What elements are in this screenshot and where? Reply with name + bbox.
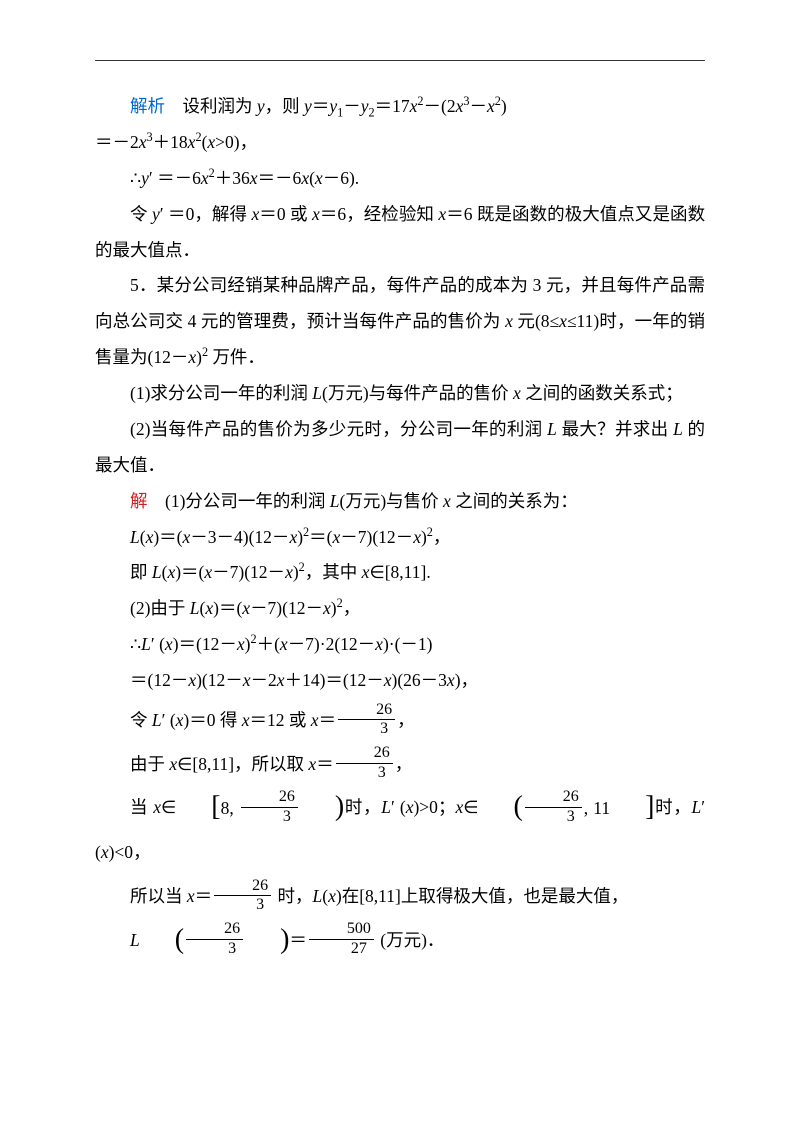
solution-eq-2: 即 L(x)＝(x－7)(12－x)2，其中 x∈[8,11]. (95, 555, 705, 591)
analysis-line-1: 解析 设利润为 y，则 y＝y1－y2＝17x2－(2x3－x2) (95, 89, 705, 125)
fraction-den: 3 (214, 896, 271, 914)
fraction-num: 26 (525, 789, 582, 808)
top-rule (95, 60, 705, 61)
text: 令 L′ (x)＝0 得 x＝12 或 x＝ (130, 710, 336, 730)
fraction-den: 3 (525, 808, 582, 826)
fraction-num: 500 (309, 921, 374, 940)
lbracket-icon: [ (176, 793, 220, 821)
lparen-icon: ( (140, 926, 184, 954)
rparen-icon: ) (300, 793, 344, 821)
fraction-num: 26 (241, 789, 298, 808)
solution-part2-5: 由于 x∈[8,11]，所以取 x＝263， (95, 743, 705, 787)
text: 设利润为 (183, 96, 257, 116)
problem-5: 5．某分公司经销某种品牌产品，每件产品的成本为 3 元，并且每件产品需向总公司交… (95, 268, 705, 376)
solution-part2-2: ∴L′ (x)＝(12－x)2＋(x－7)·2(12－x)·(－1) (95, 627, 705, 663)
solution-part2-3: ＝(12－x)(12－x－2x＋14)＝(12－x)(26－3x)， (95, 663, 705, 699)
solution-result: L(263)＝50027 (万元)． (95, 919, 705, 963)
fraction-26-3: 263 (525, 789, 582, 826)
text: ，则 (265, 96, 304, 116)
fraction-500-27: 50027 (309, 921, 374, 958)
lparen-icon: ( (478, 793, 522, 821)
text: ， (395, 754, 413, 774)
fraction-den: 3 (241, 808, 298, 826)
solution-line-1: 解 (1)分公司一年的利润 L(万元)与售价 x 之间的关系为： (95, 484, 705, 520)
fraction-num: 26 (186, 921, 243, 940)
analysis-line-4: 令 y′ ＝0，解得 x＝0 或 x＝6，经检验知 x＝6 既是函数的极大值点又… (95, 197, 705, 269)
keyword-solve: 解 (130, 491, 148, 511)
fraction-den: 27 (309, 940, 374, 958)
solution-part2-6: 当 x∈[8, 263)时，L′ (x)>0；x∈(263, 11]时，L′ (… (95, 786, 705, 875)
solution-part2-1: (2)由于 L(x)＝(x－7)(12－x)2， (95, 591, 705, 627)
fraction-den: 3 (336, 764, 393, 782)
analysis-line-2: ＝－2x3＋18x2(x>0)， (95, 125, 705, 161)
fraction-26-3: 263 (336, 745, 393, 782)
fraction-26-3: 263 (214, 878, 271, 915)
problem-5-q2: (2)当每件产品的售价为多少元时，分公司一年的利润 L 最大？并求出 L 的最大… (95, 412, 705, 484)
keyword-analysis: 解析 (130, 96, 165, 116)
fraction-26-3: 263 (241, 789, 298, 826)
text: ， (397, 710, 415, 730)
fraction-num: 26 (338, 702, 395, 721)
rparen-icon: ) (245, 926, 289, 954)
rbracket-icon: ] (610, 793, 654, 821)
fraction-26-3: 263 (338, 702, 395, 739)
fraction-num: 26 (214, 878, 271, 897)
solution-part2-7: 所以当 x＝263 时，L(x)在[8,11]上取得极大值，也是最大值， (95, 875, 705, 919)
fraction-den: 3 (338, 720, 395, 738)
solution-part2-4: 令 L′ (x)＝0 得 x＝12 或 x＝263， (95, 699, 705, 743)
analysis-line-3: ∴y′ ＝－6x2＋36x＝－6x(x－6). (95, 161, 705, 197)
fraction-den: 3 (186, 940, 243, 958)
problem-5-q1: (1)求分公司一年的利润 L(万元)与每件产品的售价 x 之间的函数关系式； (95, 376, 705, 412)
fraction-26-3: 263 (186, 921, 243, 958)
solution-eq-1: L(x)＝(x－3－4)(12－x)2＝(x－7)(12－x)2， (95, 520, 705, 556)
fraction-num: 26 (336, 745, 393, 764)
page: 解析 设利润为 y，则 y＝y1－y2＝17x2－(2x3－x2) ＝－2x3＋… (0, 0, 800, 1132)
